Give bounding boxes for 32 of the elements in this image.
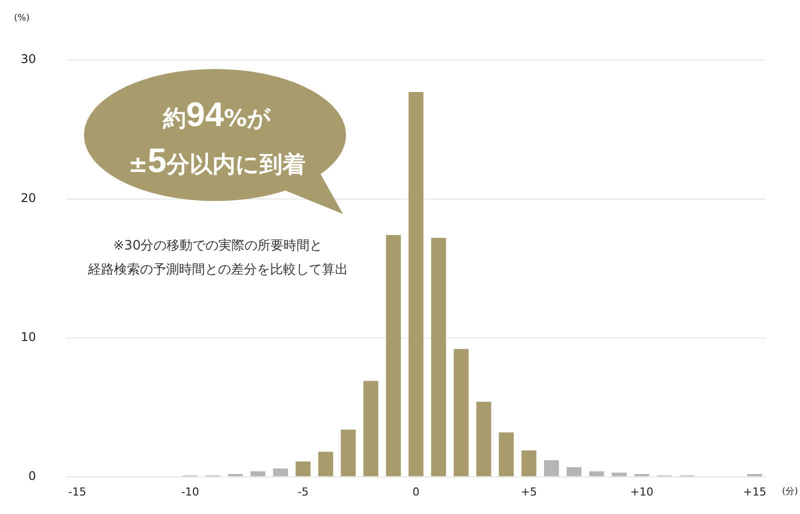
bar xyxy=(589,471,604,476)
x-axis-title: (分) xyxy=(782,486,798,498)
bar xyxy=(340,430,356,476)
bar xyxy=(431,238,446,476)
bar xyxy=(612,472,627,476)
bar xyxy=(318,452,334,476)
x-tick-label: -10 xyxy=(181,485,200,498)
y-tick-label: 10 xyxy=(20,330,36,344)
y-tick-label: 30 xyxy=(20,52,36,66)
bar xyxy=(386,235,401,476)
x-tick-label: +5 xyxy=(520,485,538,498)
bar xyxy=(521,450,536,476)
bar xyxy=(273,468,288,476)
bar xyxy=(476,402,492,476)
bar xyxy=(544,460,559,476)
x-tick-label: -5 xyxy=(298,485,309,498)
bar xyxy=(250,471,266,476)
bar xyxy=(498,432,514,476)
text: 約94%が ±5分以内に到着 xyxy=(128,96,306,180)
y-tick-label: 20 xyxy=(20,191,36,206)
x-tick-label: -15 xyxy=(68,485,86,498)
x-tick-label: 0 xyxy=(412,485,420,498)
bar xyxy=(408,92,424,476)
annotation: ※30分の移動での実際の所要時間と経路検索の予測時間との差分を比較して算出 xyxy=(87,237,348,278)
y-tick-label: 0 xyxy=(28,468,36,483)
bar xyxy=(296,462,311,476)
bar xyxy=(566,467,582,476)
x-tick-label: +10 xyxy=(630,485,654,498)
bar xyxy=(454,348,469,476)
bar xyxy=(363,380,378,476)
x-tick-label: +15 xyxy=(743,485,766,498)
y-axis-title: (%) xyxy=(14,13,30,24)
